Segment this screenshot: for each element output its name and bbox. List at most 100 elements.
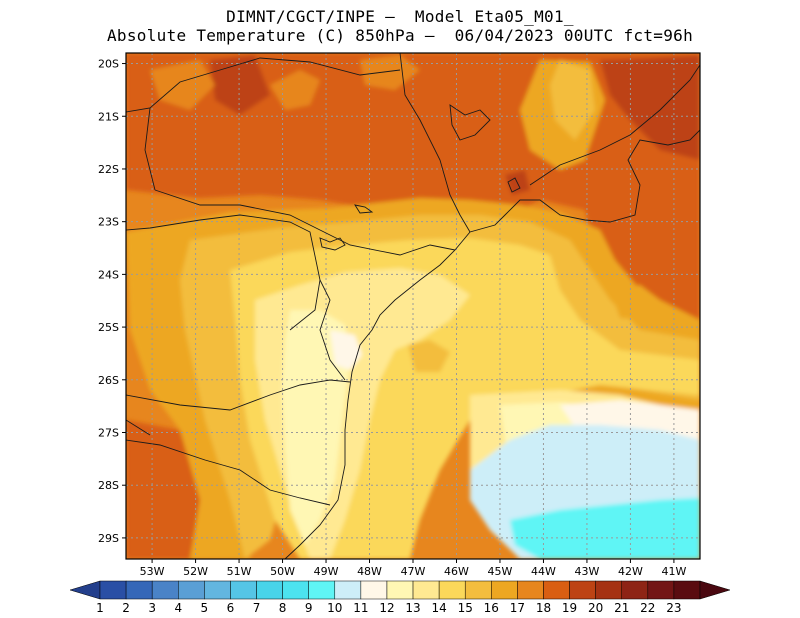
colorbar-label: 16 [484, 601, 499, 615]
border-ms-west [144, 107, 156, 191]
border-pr-sc [126, 379, 351, 411]
boundaries [126, 53, 700, 559]
colorbar-swatch [673, 580, 701, 600]
colorbar-label: 8 [279, 601, 287, 615]
colorbar-label: 22 [640, 601, 655, 615]
lat-tick-label: 24S [98, 268, 119, 281]
colorbar-swatch [178, 580, 205, 600]
lat-tick-label: 20S [98, 58, 119, 71]
lat-tick-label: 29S [98, 532, 119, 545]
colorbar-swatch [282, 580, 309, 600]
colorbar-label: 5 [201, 601, 209, 615]
field-17c-north-a [150, 60, 215, 110]
colorbar-label: 18 [536, 601, 551, 615]
lat-tick-label: 28S [98, 479, 119, 492]
colorbar-label: 11 [353, 601, 368, 615]
colorbar-swatch [438, 580, 466, 600]
colorbar-swatch [647, 580, 675, 600]
colorbar-label: 20 [588, 601, 603, 615]
coastline [284, 129, 700, 559]
reservoir-a [449, 104, 491, 141]
map-title: DIMNT/CGCT/INPE – Model Eta05_M01_ [226, 7, 574, 26]
border-sp-pr [154, 189, 456, 256]
lon-tick-label: 43W [575, 565, 600, 578]
lon-tick-label: 42W [618, 565, 643, 578]
lat-tick-label: 23S [98, 216, 119, 229]
lon-tick-label: 48W [357, 565, 382, 578]
lon-tick-label: 46W [444, 565, 469, 578]
lon-tick-label: 50W [270, 565, 295, 578]
colorbar-swatch [334, 580, 362, 600]
lon-axis: 53W 52W 51W 50W 49W 48W 47W 46W 45W 44W 43W 42W 41W [140, 559, 686, 578]
colorbar-label: 19 [562, 601, 577, 615]
colorbar-swatch [125, 580, 153, 600]
colorbar-label: 4 [174, 601, 182, 615]
lon-tick-label: 47W [401, 565, 426, 578]
colorbar-swatch [621, 580, 649, 600]
colorbar-swatch [308, 580, 336, 600]
gridlines [126, 53, 700, 559]
reservoir-b [319, 237, 346, 251]
colorbar-swatch [151, 580, 179, 600]
colorbar-swatch [230, 580, 257, 600]
colorbar-swatch [99, 580, 127, 600]
reservoir-d [507, 177, 521, 193]
colorbar-swatch [412, 580, 440, 600]
field-11c-coast [330, 330, 362, 370]
lon-tick-label: 45W [488, 565, 513, 578]
field-15c-cell [408, 340, 450, 372]
border-mg-rj [529, 64, 700, 186]
colorbar-labels: 1 2 3 4 5 6 7 8 9 10 11 12 13 14 15 16 17 18 19 20 21 22 23 [96, 601, 681, 615]
lat-tick-label: 21S [98, 110, 119, 123]
colorbar-label: 13 [405, 601, 420, 615]
field-19c-core-a [210, 55, 270, 115]
lon-tick-label: 41W [661, 565, 686, 578]
colorbar-swatch [491, 580, 518, 600]
colorbar-swatch [386, 580, 414, 600]
colorbar-label: 3 [148, 601, 156, 615]
colorbar-swatch [464, 580, 492, 600]
colorbar-label: 23 [666, 601, 681, 615]
colorbar-label: 6 [227, 601, 235, 615]
lat-tick-label: 26S [98, 374, 119, 387]
border-argentina [126, 419, 151, 436]
field-9c [510, 498, 700, 559]
lon-tick-label: 52W [183, 565, 208, 578]
colorbar-swatch [543, 580, 570, 600]
reservoir-c [354, 204, 374, 214]
colorbar-label: 10 [327, 601, 342, 615]
border-ms-sp [126, 57, 401, 113]
colorbar-arrow-left [69, 580, 101, 600]
field-16c-cell [610, 285, 660, 320]
colorbar-label: 9 [305, 601, 313, 615]
field-19c-core-b [600, 55, 700, 160]
colorbar-label: 12 [379, 601, 394, 615]
colorbar-swatch [569, 580, 596, 600]
lon-tick-label: 53W [140, 565, 165, 578]
colorbar-swatch [595, 580, 622, 600]
temperature-field [126, 53, 700, 559]
colorbar-label: 17 [510, 601, 525, 615]
lat-axis: 20S 21S 22S 23S 24S 25S 26S 27S 28S 29S [98, 58, 126, 545]
border-pr-paraguay [126, 214, 321, 331]
map-subtitle: Absolute Temperature (C) 850hPa – 06/04/… [106, 26, 694, 45]
colorbar [69, 580, 731, 600]
lon-tick-label: 51W [227, 565, 252, 578]
border-sp-mg [399, 53, 471, 233]
colorbar-label: 7 [253, 601, 261, 615]
lat-tick-label: 27S [98, 427, 119, 440]
lat-tick-label: 22S [98, 163, 119, 176]
colorbar-label: 15 [458, 601, 473, 615]
colorbar-swatch [517, 580, 544, 600]
colorbar-swatch [256, 580, 283, 600]
colorbar-swatch [204, 580, 231, 600]
lon-tick-label: 49W [314, 565, 339, 578]
colorbar-swatch [360, 580, 388, 600]
lat-tick-label: 25S [98, 321, 119, 334]
colorbar-label: 14 [431, 601, 446, 615]
field-15c-north [550, 60, 595, 140]
lon-tick-label: 44W [531, 565, 556, 578]
colorbar-label: 2 [122, 601, 130, 615]
colorbar-label: 21 [614, 601, 629, 615]
